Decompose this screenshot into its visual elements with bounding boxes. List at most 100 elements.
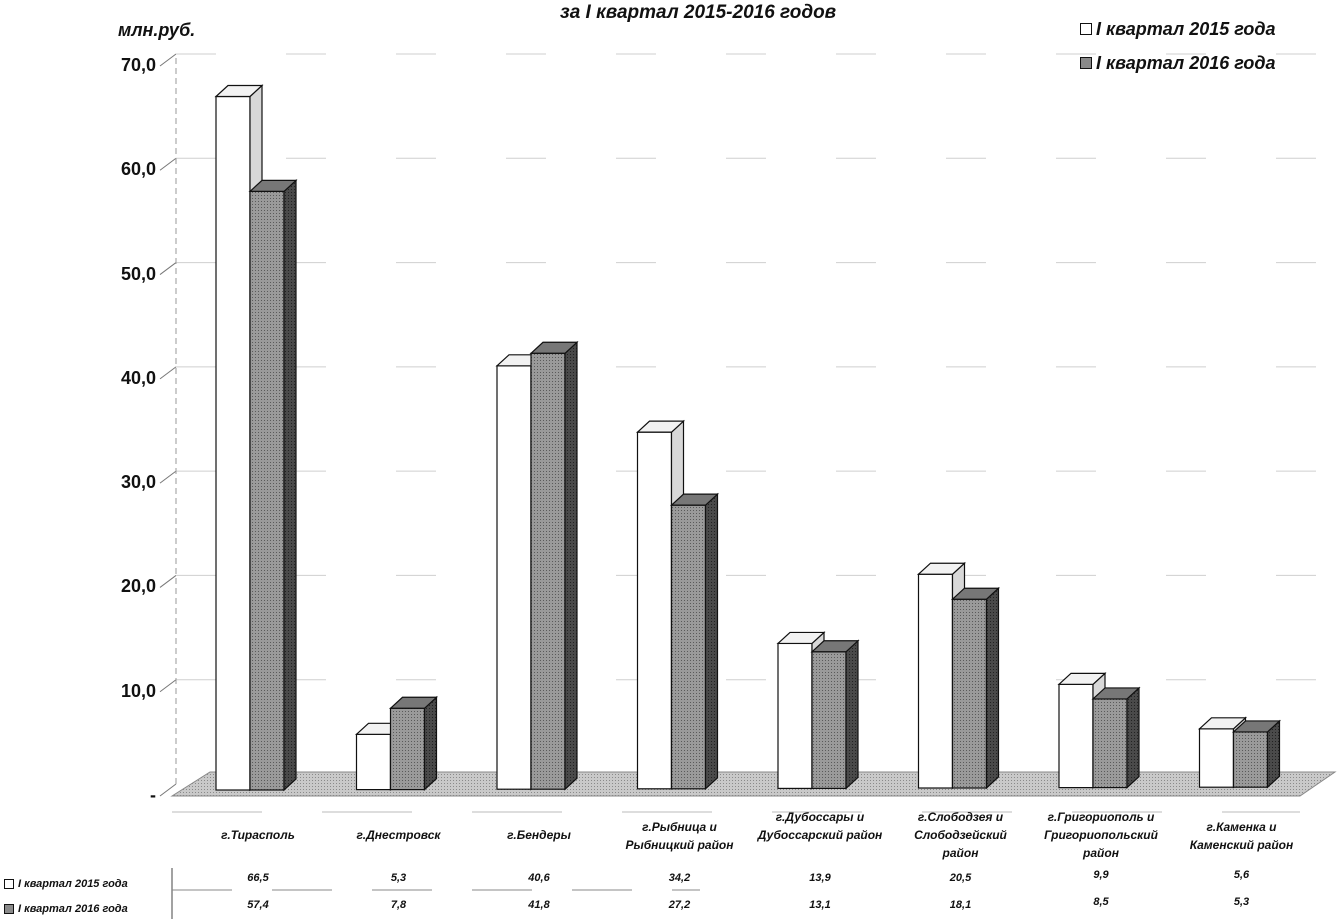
table-swatch-2015: [4, 879, 14, 889]
bar-front: [530, 352, 566, 790]
bars: [214, 84, 1282, 792]
bar-side: [985, 586, 1000, 790]
legend-label-2015: I квартал 2015 года: [1096, 19, 1276, 39]
bar-2016-6: [1091, 686, 1141, 789]
legend: I квартал 2015 года I квартал 2016 года: [1080, 12, 1276, 80]
legend-swatch-2015: [1080, 23, 1092, 35]
table-swatch-2016: [4, 904, 14, 914]
y-tick-label: 50,0: [120, 263, 156, 284]
bar-front: [636, 431, 673, 790]
category-label: г.Днестровск: [356, 828, 441, 842]
chart-title: за I квартал 2015-2016 годов: [560, 2, 837, 23]
category-label: г.Рыбница и Рыбницкий район: [625, 820, 734, 852]
y-tick-label: -: [150, 785, 156, 805]
bar-front: [951, 598, 988, 789]
table-row-label-2015: I квартал 2015 года: [4, 878, 128, 890]
bar-side: [564, 340, 578, 791]
table-cell: 57,4: [247, 899, 269, 911]
category-label: г.Бендеры: [507, 828, 571, 842]
bar-top: [776, 631, 826, 645]
bar-top: [248, 179, 298, 192]
y-tick-label: 60,0: [120, 159, 156, 180]
bar-top: [388, 696, 439, 709]
bar-2016-1: [388, 695, 439, 791]
table-cell: 40,6: [528, 872, 550, 884]
category-label: г.Григориополь и Григориопольский район: [1044, 810, 1158, 860]
floor-plane: [170, 771, 1337, 797]
bar-front: [777, 642, 813, 790]
table-cell: 13,1: [809, 899, 831, 911]
legend-label-2016: I квартал 2016 года: [1096, 53, 1276, 73]
gridlines: [159, 53, 1335, 797]
y-tick-mark: [159, 262, 177, 275]
bar-front: [1092, 698, 1128, 789]
bar-front: [496, 365, 532, 790]
y-tick-mark: [159, 470, 177, 484]
bar-top: [950, 587, 1001, 600]
table-cell: 18,1: [949, 899, 972, 911]
bar-front: [389, 707, 426, 791]
bar-side: [845, 639, 859, 790]
bar-front: [1058, 683, 1094, 789]
bar-top: [1231, 720, 1282, 733]
y-tick-label: 70,0: [120, 55, 156, 75]
y-tick-mark: [159, 575, 177, 588]
bar-side: [423, 695, 438, 791]
legend-item-2016: I квартал 2016 года: [1080, 46, 1276, 80]
bar-top: [810, 640, 860, 653]
y-tick-mark: [159, 157, 177, 171]
bar-top: [1091, 687, 1141, 700]
table-cell: 13,9: [809, 872, 831, 884]
bar-front: [917, 573, 954, 789]
data-table-lines: [171, 811, 1300, 919]
legend-item-2015: I квартал 2015 года: [1080, 12, 1276, 46]
category-label: г.Каменка и Каменский район: [1189, 820, 1294, 852]
table-cell: 9,9: [1093, 869, 1109, 881]
bar-front: [811, 651, 847, 789]
table-cell: 20,5: [949, 872, 972, 884]
y-tick-mark: [159, 53, 177, 67]
bar-side: [704, 492, 719, 791]
bar-2016-3: [669, 492, 720, 791]
y-tick-mark: [159, 366, 177, 380]
table-cell: 8,5: [1093, 896, 1109, 908]
table-cell: 34,2: [668, 872, 691, 884]
y-tick-label: 40,0: [120, 367, 156, 388]
bar-2016-4: [810, 639, 860, 790]
table-cell: 5,3: [1233, 896, 1250, 908]
bar-front: [215, 95, 251, 791]
bar-side: [283, 179, 297, 792]
bar-side: [1126, 686, 1140, 789]
bar-top: [529, 341, 579, 354]
table-cell: 5,3: [390, 872, 407, 884]
table-cell: 66,5: [247, 872, 269, 884]
y-tick-label: 30,0: [120, 472, 156, 493]
y-axis-unit-label: млн.руб.: [118, 20, 196, 40]
bar-2016-2: [529, 340, 579, 791]
bar-front: [1198, 728, 1235, 788]
bar-2016-0: [248, 179, 298, 792]
bar-top: [1197, 717, 1248, 730]
bar-top: [669, 493, 720, 506]
bar-front: [1232, 731, 1269, 788]
bar-2016-5: [950, 586, 1001, 790]
chart-floor: [170, 771, 1337, 797]
bar-top: [214, 84, 264, 98]
y-tick-mark: [159, 679, 177, 693]
category-label: г.Дубоссары и Дубоссарский район: [757, 810, 883, 842]
y-tick-mark: [159, 783, 177, 797]
legend-swatch-2016: [1080, 57, 1092, 69]
y-tick-label: 20,0: [120, 576, 156, 597]
bar-front: [355, 733, 392, 791]
bar-front: [249, 190, 285, 791]
y-tick-label: 10,0: [120, 680, 156, 701]
table-row-label-2015-text: I квартал 2015 года: [18, 878, 128, 890]
bar-front: [670, 504, 707, 790]
table-cell: 5,6: [1233, 869, 1250, 881]
table-row-label-2016-text: I квартал 2016 года: [18, 903, 128, 915]
table-row-label-2016: I квартал 2016 года: [4, 903, 128, 915]
category-label: г.Слободзея и Слободзейский район: [914, 810, 1007, 860]
bar-top: [916, 562, 967, 575]
category-label: г.Тирасполь: [221, 828, 295, 842]
